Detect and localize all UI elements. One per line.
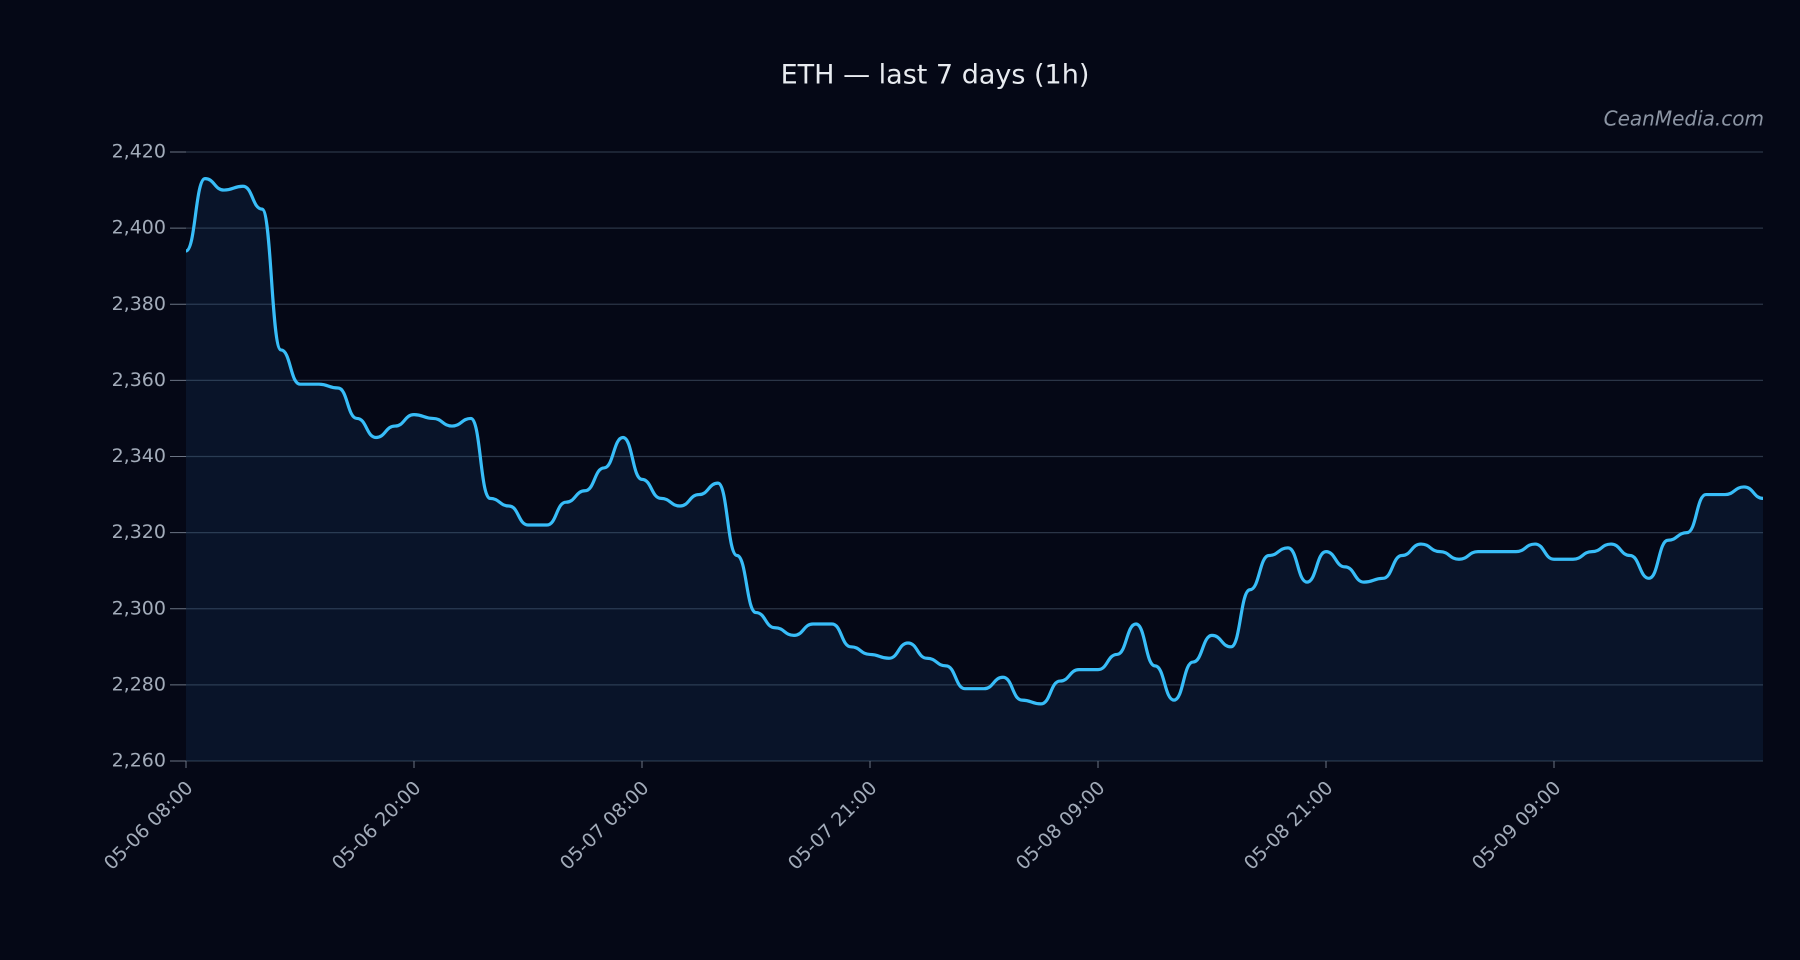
y-tick-label: 2,260 [112, 750, 166, 772]
price-line [184, 177, 1764, 706]
y-tick-label: 2,400 [112, 217, 166, 239]
chart-title: ETH — last 7 days (1h) [781, 60, 1090, 91]
area-fill [186, 178, 1763, 762]
y-tick-label: 2,340 [112, 445, 166, 467]
y-tick-label: 2,280 [112, 673, 166, 695]
y-tick-label: 2,380 [112, 293, 166, 315]
watermark: CeanMedia.com [1604, 107, 1764, 131]
y-tick-label: 2,420 [112, 141, 166, 163]
y-tick-label: 2,300 [112, 597, 166, 619]
y-tick-label: 2,360 [112, 369, 166, 391]
y-tick-label: 2,320 [112, 521, 166, 543]
